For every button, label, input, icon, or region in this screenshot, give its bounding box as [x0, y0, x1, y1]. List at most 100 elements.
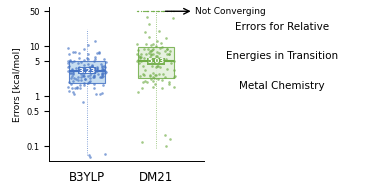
Point	[84, 57, 90, 60]
Point	[152, 82, 158, 85]
Point	[65, 47, 71, 50]
Point	[68, 76, 74, 79]
Point	[102, 152, 108, 155]
Point	[85, 53, 91, 56]
Point	[168, 62, 174, 65]
Point	[73, 66, 79, 69]
Point	[86, 66, 92, 68]
Point	[99, 73, 105, 76]
Point	[148, 52, 154, 55]
Point	[88, 72, 94, 75]
Point	[143, 53, 149, 56]
Point	[146, 51, 152, 54]
Point	[81, 63, 87, 66]
Point	[94, 52, 100, 55]
Point	[97, 76, 103, 79]
Point	[82, 78, 88, 81]
Point	[91, 59, 98, 62]
Point	[75, 62, 81, 65]
Point	[139, 141, 145, 143]
Point	[91, 75, 97, 78]
Point	[71, 76, 77, 79]
Point	[94, 70, 100, 72]
Point	[167, 137, 173, 140]
Point	[159, 87, 165, 90]
Point	[70, 70, 76, 72]
Point	[146, 23, 152, 26]
Point	[101, 67, 107, 70]
Point	[150, 47, 156, 50]
Point	[135, 10, 141, 13]
Point	[78, 75, 84, 78]
Point	[89, 65, 95, 68]
Point	[163, 145, 169, 147]
Point	[135, 42, 141, 45]
Point	[65, 60, 71, 63]
Point	[160, 10, 166, 13]
Point	[86, 154, 92, 157]
Point	[101, 58, 107, 61]
Point	[94, 68, 100, 71]
Point	[159, 45, 165, 48]
Point	[101, 68, 107, 71]
Point	[151, 10, 157, 13]
Point	[78, 73, 84, 76]
Point	[96, 51, 102, 53]
Point	[81, 81, 87, 84]
Point	[72, 50, 78, 53]
Point	[68, 72, 74, 75]
Point	[166, 83, 172, 86]
Point	[171, 85, 177, 88]
Point	[85, 74, 91, 77]
Point	[77, 68, 83, 71]
Point	[103, 70, 109, 73]
Point	[149, 10, 155, 13]
Text: Energies in Transition: Energies in Transition	[226, 51, 338, 61]
Point	[155, 56, 161, 59]
Point	[150, 79, 156, 82]
Point	[76, 57, 82, 59]
Point	[73, 77, 79, 80]
Point	[163, 37, 169, 40]
Point	[136, 56, 143, 59]
Point	[85, 43, 91, 46]
Point	[172, 74, 178, 77]
Point	[70, 80, 76, 83]
Point	[65, 65, 71, 68]
Point	[171, 10, 177, 13]
Point	[70, 90, 76, 93]
Point	[67, 58, 73, 61]
Point	[93, 93, 99, 96]
Point	[155, 10, 161, 13]
Point	[93, 67, 99, 70]
Point	[99, 92, 105, 95]
Point	[77, 84, 83, 87]
Point	[149, 64, 155, 67]
Point	[75, 79, 81, 82]
Point	[159, 78, 165, 81]
Point	[150, 10, 156, 13]
Point	[153, 74, 159, 77]
Point	[65, 61, 71, 64]
Point	[167, 50, 174, 53]
Point	[148, 54, 154, 57]
Point	[157, 66, 163, 69]
Point	[68, 83, 74, 86]
Point	[87, 73, 93, 76]
Point	[70, 68, 76, 71]
Point	[153, 66, 159, 69]
Point	[143, 10, 149, 13]
Point	[87, 156, 93, 158]
Point	[145, 10, 151, 13]
Point	[100, 71, 106, 74]
Point	[166, 81, 172, 84]
Point	[81, 83, 87, 86]
Point	[102, 69, 108, 72]
Point	[140, 65, 146, 68]
Point	[168, 10, 174, 13]
Point	[155, 10, 161, 13]
Point	[66, 80, 72, 83]
Point	[81, 74, 87, 77]
Point	[67, 72, 73, 74]
Point	[91, 40, 98, 43]
